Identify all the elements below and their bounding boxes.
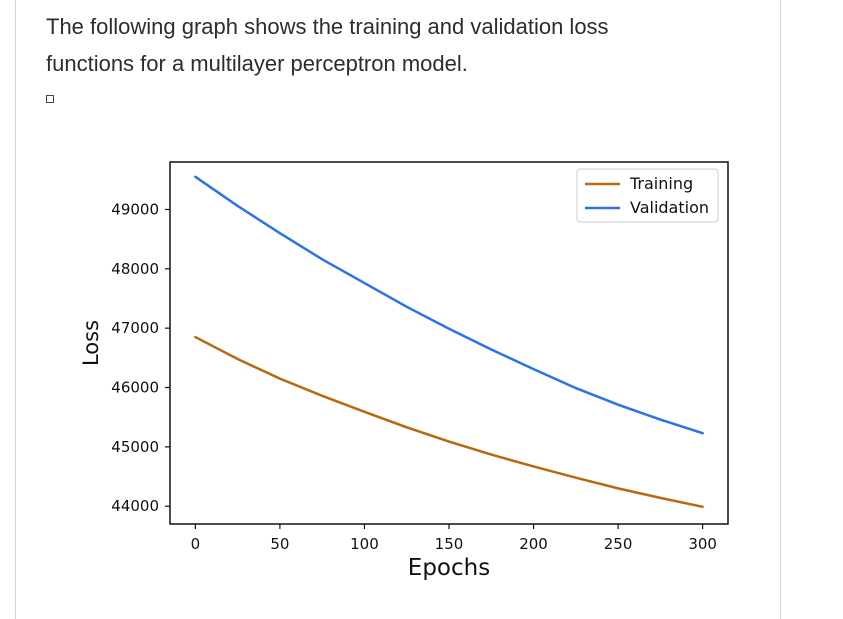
validation-loss-line (194, 175, 704, 435)
x-tick-label: 200 (519, 535, 548, 553)
y-tick-label: 44000 (111, 497, 159, 515)
x-tick-label: 100 (350, 535, 379, 553)
x-tick-label: 300 (688, 535, 717, 553)
chart-series (194, 175, 704, 509)
y-axis-label: Loss (79, 320, 103, 366)
loss-chart-svg: 0 50 100 150 200 250 300 440004500046000470004… (79, 161, 729, 581)
x-tick-label: 250 (604, 535, 633, 553)
x-tick-label: 0 (191, 535, 201, 553)
y-tick-label: 49000 (111, 200, 159, 218)
legend-validation-label: Validation (630, 198, 709, 217)
y-tick-label: 46000 (111, 379, 159, 397)
y-tick-label: 48000 (111, 260, 159, 278)
y-tick-label: 45000 (111, 438, 159, 456)
x-axis-label: Epochs (408, 555, 490, 581)
content-panel (15, 0, 781, 619)
question-line-1: The following graph shows the training a… (46, 14, 609, 39)
y-axis-ticks: 44000 45000 46000 47000 48000 49000 (111, 200, 170, 515)
training-loss-line (194, 335, 704, 509)
x-tick-label: 50 (270, 535, 289, 553)
x-axis-ticks: 0 50 100 150 200 250 300 (191, 524, 717, 553)
question-text: The following graph shows the training a… (46, 8, 746, 82)
loss-chart: 0 50 100 150 200 250 300 44000 45000 46000 47000 4… (60, 150, 760, 590)
legend-training-label: Training (629, 174, 693, 193)
legend: Training Validation (576, 168, 719, 223)
x-tick-label: 150 (435, 535, 464, 553)
y-tick-label: 47000 (111, 319, 159, 337)
question-line-2: functions for a multilayer perceptron mo… (46, 51, 468, 76)
answer-checkbox[interactable] (46, 95, 54, 103)
